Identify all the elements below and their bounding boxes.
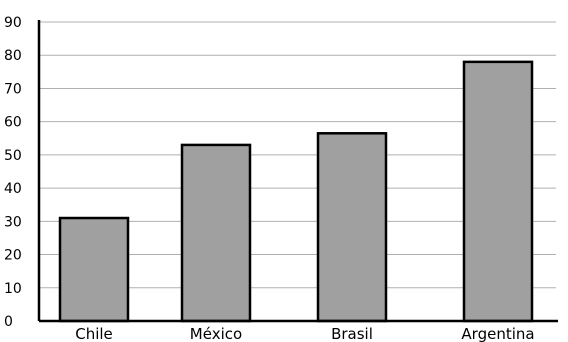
- y-tick-label: 90: [4, 15, 22, 31]
- y-tick-label: 30: [4, 214, 22, 230]
- x-category-label: México: [190, 325, 242, 342]
- x-category-label: Brasil: [331, 325, 373, 342]
- y-tick-labels: 0 10 20 30 40 50 60 70 80 90: [4, 15, 22, 330]
- y-tick-label: 60: [4, 115, 22, 131]
- axes: [37, 20, 558, 323]
- y-tick-label: 50: [4, 148, 22, 164]
- y-tick-label: 70: [4, 81, 22, 97]
- bar-brasil: [316, 132, 388, 323]
- y-tick-label: 40: [4, 181, 22, 197]
- bar-mexico: [180, 143, 252, 323]
- bar-argentina: [462, 60, 534, 323]
- y-tick-label: 10: [4, 281, 22, 297]
- y-tick-label: 80: [4, 48, 22, 64]
- y-tick-label: 0: [4, 314, 13, 330]
- bar-chile: [58, 216, 130, 323]
- y-tick-label: 20: [4, 248, 22, 264]
- x-category-label: Argentina: [461, 325, 534, 342]
- bars: [58, 60, 534, 323]
- x-category-labels: Chile México Brasil Argentina: [75, 325, 534, 342]
- x-category-label: Chile: [75, 325, 113, 342]
